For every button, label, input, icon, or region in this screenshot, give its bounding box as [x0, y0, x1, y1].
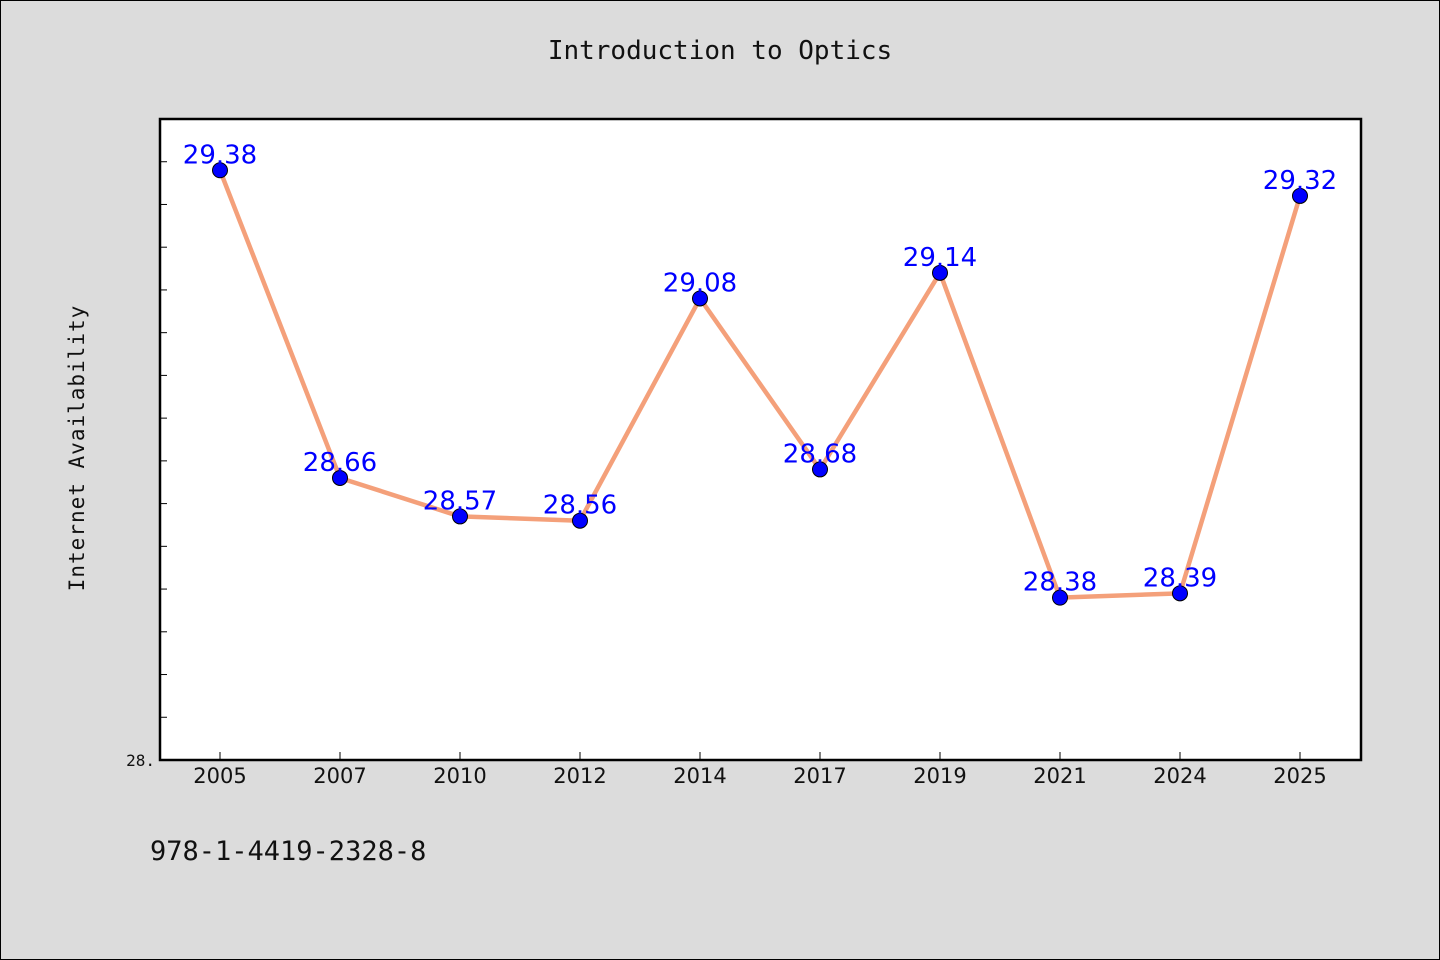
data-point: [1292, 187, 1308, 204]
data-label: 28.39: [1143, 563, 1217, 593]
data-label: 28.38: [1023, 568, 1097, 598]
chart-title: Introduction to Optics: [547, 36, 893, 66]
data-point: [572, 512, 588, 529]
data-point: [812, 461, 828, 478]
x-tick-label: 2010: [433, 764, 486, 788]
data-label: 28.57: [423, 486, 497, 516]
data-label: 28.68: [783, 439, 857, 469]
data-label: 29.14: [903, 243, 977, 273]
y-tick-label: 28.: [126, 751, 155, 770]
x-tick-label: 2025: [1273, 764, 1326, 788]
x-tick-label: 2012: [553, 764, 606, 788]
data-label: 28.66: [303, 448, 377, 478]
x-tick-label: 2014: [673, 764, 726, 788]
data-label: 28.56: [543, 491, 617, 521]
data-label: 29.08: [663, 268, 737, 298]
series-line: [217, 169, 1303, 600]
x-axis-ticks: 2005 2007 2010 2012 2014 2017 2019 2021 2024 2025: [193, 752, 1327, 788]
data-point: [452, 508, 468, 525]
x-tick-label: 2005: [193, 764, 246, 788]
data-label: 29.32: [1263, 166, 1337, 196]
data-point: [332, 469, 348, 486]
data-labels-group: 29.38 28.66 28.57 28.56 29.08 28.68 29.14 28.38…: [183, 140, 1337, 597]
data-point: [1052, 589, 1068, 606]
series-group: [212, 162, 1308, 606]
data-label: 29.38: [183, 140, 257, 170]
x-tick-label: 2007: [313, 764, 366, 788]
data-point: [212, 162, 228, 179]
data-point: [692, 290, 708, 307]
data-point: [1172, 585, 1188, 602]
data-point: [932, 264, 948, 281]
y-axis-ticks: 28.: [126, 161, 167, 770]
x-tick-label: 2024: [1153, 764, 1206, 788]
x-tick-label: 2017: [793, 764, 846, 788]
isbn-text: 978-1-4419-2328-8: [150, 836, 427, 867]
x-tick-label: 2019: [913, 764, 966, 788]
x-tick-label: 2021: [1033, 764, 1086, 788]
plot-area: [158, 117, 1363, 762]
